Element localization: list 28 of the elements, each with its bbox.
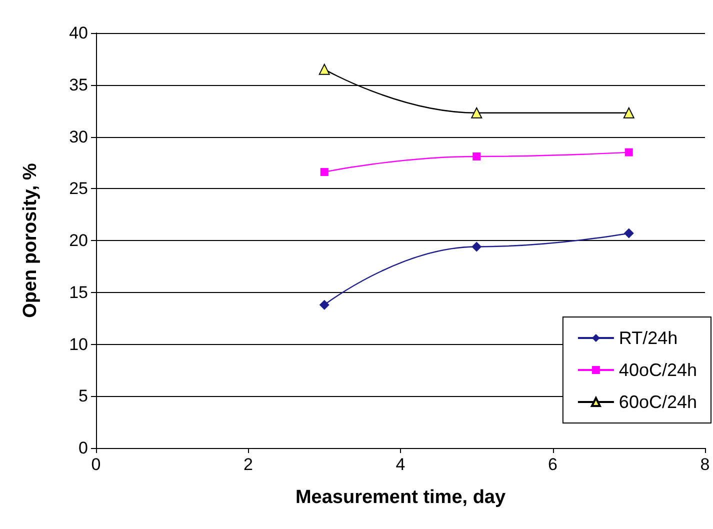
point bbox=[472, 242, 482, 252]
x-tick-label: 0 bbox=[91, 455, 101, 474]
y-tick-label: 20 bbox=[69, 231, 88, 250]
legend-label: 40oC/24h bbox=[618, 360, 698, 380]
x-tick-label: 2 bbox=[244, 455, 253, 474]
point bbox=[318, 64, 330, 75]
y-tick-label: 35 bbox=[69, 75, 88, 94]
point bbox=[472, 152, 481, 160]
x-tick-label: 6 bbox=[548, 455, 558, 474]
x-tick-label: 4 bbox=[396, 455, 406, 474]
y-tick-label: 30 bbox=[69, 127, 88, 146]
legend-label: 60oC/24h bbox=[618, 392, 698, 412]
point bbox=[624, 228, 634, 238]
y-tick-label: 10 bbox=[69, 334, 88, 354]
y-tick-label: 0 bbox=[78, 438, 88, 458]
x-axis-title: Measurement time, day bbox=[295, 487, 506, 508]
point bbox=[471, 107, 482, 118]
legend-label: RT/24h bbox=[618, 328, 678, 348]
y-tick-label: 15 bbox=[69, 282, 88, 302]
y-tick-label: 25 bbox=[69, 179, 88, 198]
y-axis-title: Open porosity, % bbox=[20, 162, 41, 318]
y-tick-label: 5 bbox=[78, 386, 88, 406]
point bbox=[623, 107, 634, 118]
y-tick-label: 40 bbox=[69, 24, 88, 42]
point bbox=[624, 148, 633, 156]
x-tick-label: 8 bbox=[700, 455, 710, 474]
point bbox=[320, 168, 328, 176]
point bbox=[319, 300, 330, 310]
